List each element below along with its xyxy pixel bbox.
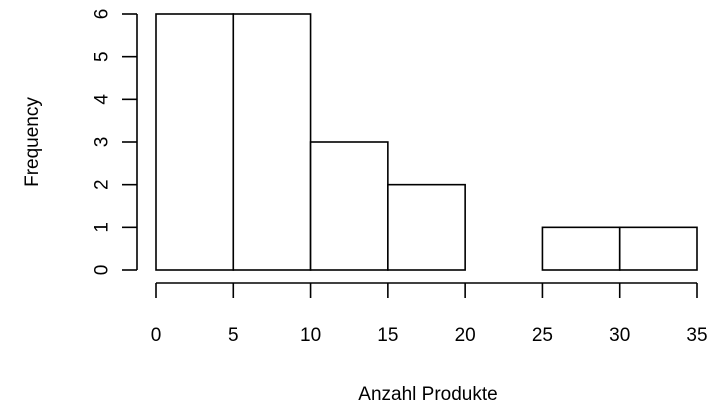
x-tick-label-1: 5 — [228, 325, 239, 346]
histogram-bar-5 — [541, 226, 621, 271]
y-tick-label-3: 3 — [92, 137, 113, 148]
y-axis: 0 1 2 3 4 5 6 — [92, 9, 138, 276]
x-tick-label-5: 25 — [532, 325, 553, 346]
y-tick-label-4: 4 — [92, 94, 113, 105]
y-tick-label-6: 6 — [92, 9, 113, 20]
y-tick-label-0: 0 — [92, 265, 113, 276]
x-axis-label: Anzahl Produkte — [358, 384, 497, 405]
x-tick-label-2: 10 — [300, 325, 321, 346]
x-tick-label-0: 0 — [151, 325, 162, 346]
x-tick-label-3: 15 — [377, 325, 398, 346]
histogram-bar-2 — [309, 141, 389, 271]
y-axis-label: Frequency — [22, 97, 43, 187]
histogram-bar-3 — [387, 183, 466, 271]
histogram-bar-1 — [232, 13, 312, 271]
y-tick-label-5: 5 — [92, 51, 113, 62]
x-tick-label-6: 30 — [609, 325, 630, 346]
y-tick-label-1: 1 — [92, 222, 113, 233]
histogram-bars — [155, 13, 698, 271]
x-tick-label-4: 20 — [455, 325, 476, 346]
y-tick-label-2: 2 — [92, 179, 113, 190]
histogram-bar-0 — [155, 13, 235, 271]
x-axis: 0 5 10 15 20 25 30 35 — [151, 282, 708, 346]
x-tick-label-7: 35 — [686, 325, 707, 346]
histogram-bar-6 — [618, 226, 698, 271]
